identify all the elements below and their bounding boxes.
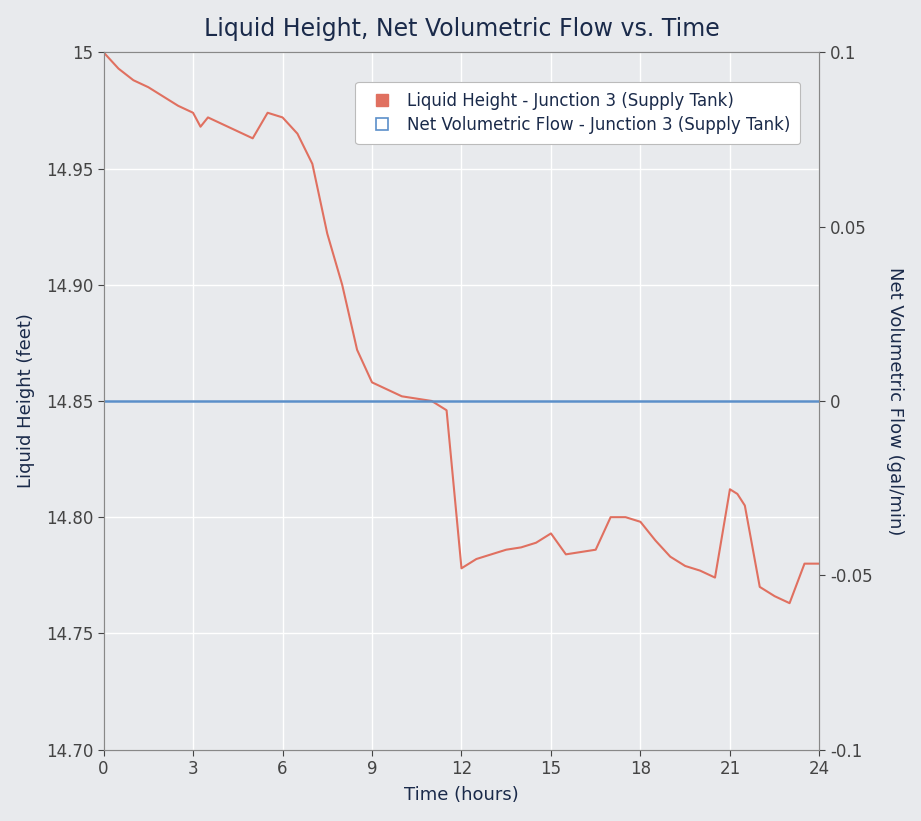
- Title: Liquid Height, Net Volumetric Flow vs. Time: Liquid Height, Net Volumetric Flow vs. T…: [204, 16, 719, 41]
- X-axis label: Time (hours): Time (hours): [404, 787, 519, 805]
- Y-axis label: Net Volumetric Flow (gal/min): Net Volumetric Flow (gal/min): [886, 267, 904, 535]
- Legend: Liquid Height - Junction 3 (Supply Tank), Net Volumetric Flow - Junction 3 (Supp: Liquid Height - Junction 3 (Supply Tank)…: [356, 81, 800, 144]
- Y-axis label: Liquid Height (feet): Liquid Height (feet): [17, 314, 35, 488]
